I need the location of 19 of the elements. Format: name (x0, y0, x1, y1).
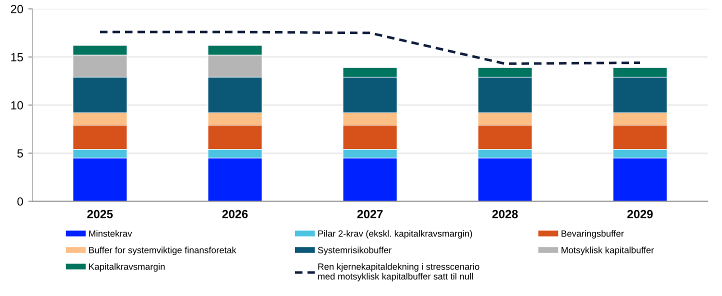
y-tick-label: 10 (11, 101, 23, 110)
y-tick-label: 20 (10, 4, 23, 14)
legend-label: Buffer for systemviktige finansforetak (89, 246, 236, 256)
legend-label: Ren kjernekapitaldekning i stresscenario med motsyklisk kapitalbuffer satt til null (318, 263, 480, 282)
legend-label: Systemrisikobuffer (318, 246, 392, 256)
legend-label: Motsyklisk kapitalbuffer (562, 246, 654, 256)
x-tick-label: 2026 (222, 210, 248, 218)
y-tick-label: 5 (17, 149, 23, 158)
y-tick-label: 15 (11, 53, 23, 62)
line-series (98, 30, 642, 65)
legend-label: Minstekrav (89, 230, 132, 237)
x-tick-label: 2029 (627, 210, 653, 218)
legend-label: Kapitalkravsmargin (89, 263, 165, 272)
y-tick-label: 0 (17, 197, 23, 206)
legend-label: Bevaringsbuffer (562, 230, 624, 239)
x-tick-label: 2028 (492, 210, 518, 218)
legend-label: Pilar 2-krav (ekskl. kapitalkravsmargin) (318, 230, 472, 239)
x-tick-label: 2025 (87, 210, 113, 218)
x-tick-label: 2027 (357, 210, 383, 218)
